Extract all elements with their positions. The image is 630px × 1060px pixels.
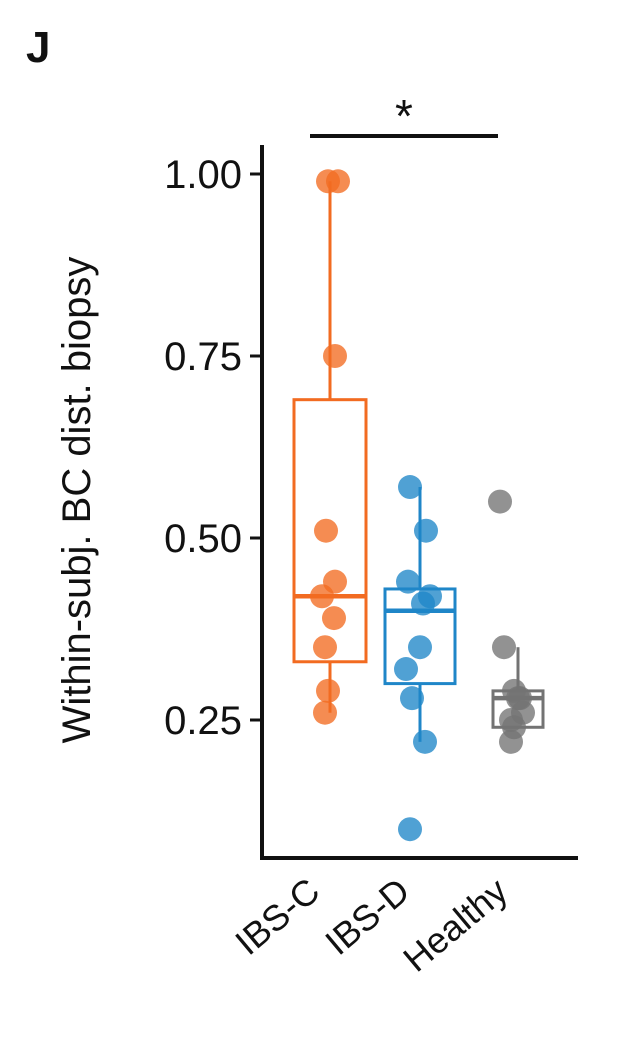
data-point <box>398 817 422 842</box>
data-point <box>394 657 418 682</box>
data-point <box>488 489 512 514</box>
data-points <box>310 169 535 842</box>
box-iqr <box>292 398 368 664</box>
box-ibs-c <box>292 181 368 713</box>
data-point <box>413 729 437 754</box>
x-tick-label: Healthy <box>395 870 515 980</box>
y-tick-label: 0.25 <box>164 699 242 743</box>
significance-label: * <box>395 90 413 142</box>
data-point <box>314 518 338 543</box>
data-point <box>414 518 438 543</box>
y-ticks: 0.25 0.50 0.75 1.00 <box>164 153 262 743</box>
y-tick-label: 0.50 <box>164 517 242 561</box>
data-point <box>408 635 432 660</box>
data-point <box>313 635 337 660</box>
data-point <box>411 591 435 616</box>
box-iqr <box>383 587 457 686</box>
data-point <box>400 686 424 711</box>
data-point <box>326 169 350 194</box>
data-point <box>499 729 523 754</box>
data-point <box>316 678 340 703</box>
data-point <box>313 700 337 725</box>
panel-label: J <box>26 23 50 72</box>
x-tick-label: IBS-C <box>227 870 327 963</box>
y-tick-label: 0.75 <box>164 335 242 379</box>
data-point <box>310 584 334 609</box>
y-axis-title: Within-subj. BC dist. biopsy <box>55 257 99 744</box>
significance-annotation: * <box>310 90 498 142</box>
y-tick-label: 1.00 <box>164 153 242 197</box>
data-point <box>398 475 422 500</box>
data-point <box>322 606 346 631</box>
data-point <box>492 635 516 660</box>
data-point <box>323 344 347 368</box>
data-point <box>396 569 420 594</box>
axes <box>260 145 578 860</box>
